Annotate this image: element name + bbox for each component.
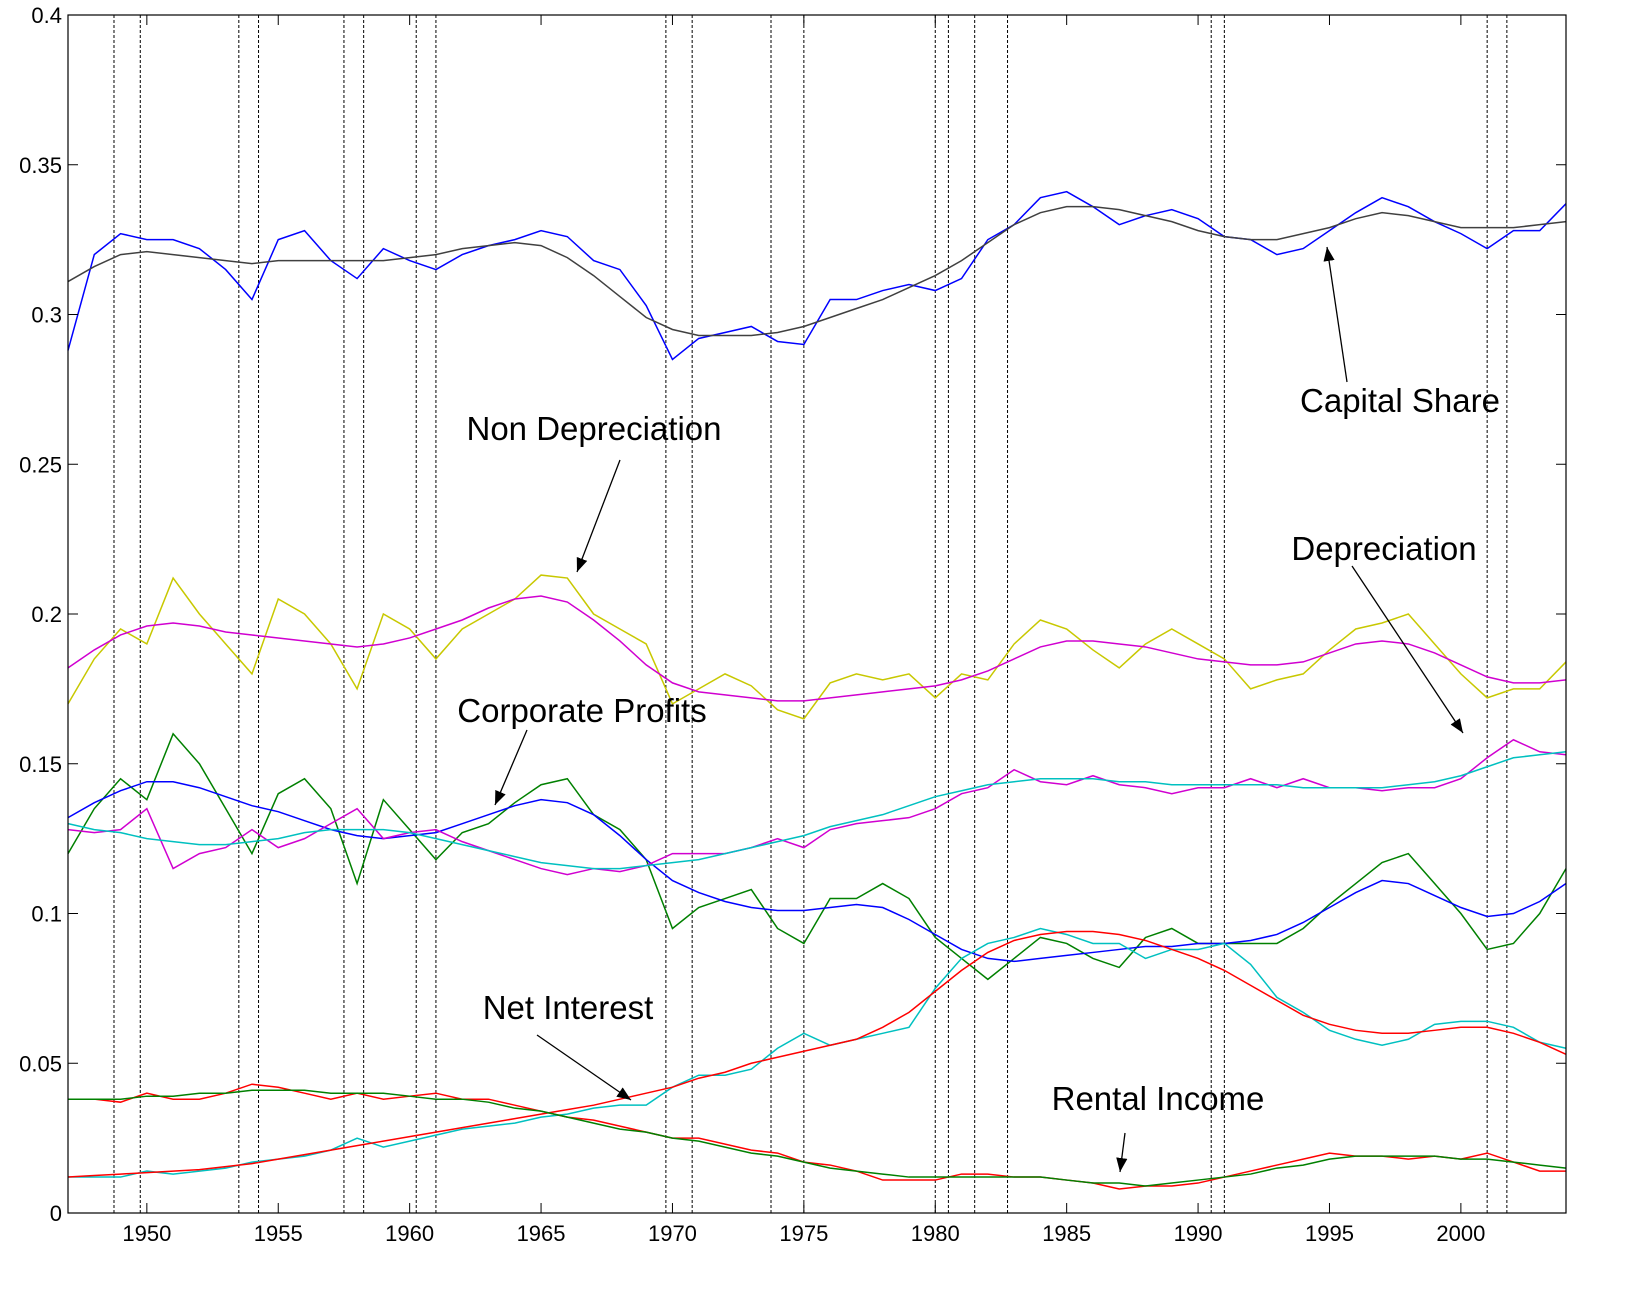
- plot-frame: [67, 14, 1567, 1214]
- x-tick-label: 1965: [517, 1221, 566, 1246]
- x-tick-label: 1990: [1174, 1221, 1223, 1246]
- series-line: [67, 780, 1567, 963]
- x-tick-label: 1960: [385, 1221, 434, 1246]
- annotation: Corporate Profits: [457, 692, 706, 729]
- y-tick-label: 0.05: [19, 1051, 62, 1076]
- series-line: [67, 930, 1567, 1178]
- x-tick-label: 1975: [779, 1221, 828, 1246]
- x-tick-label: 2000: [1436, 1221, 1485, 1246]
- y-tick-label: 0.35: [19, 153, 62, 178]
- series-line: [68, 1083, 1566, 1190]
- x-tick-label: 1995: [1305, 1221, 1354, 1246]
- annotation: Net Interest: [483, 989, 654, 1026]
- annotation-arrow: [1351, 565, 1464, 734]
- series-line: [67, 738, 1567, 876]
- annotation-arrow: [1116, 1132, 1128, 1173]
- annotation: Depreciation: [1291, 530, 1476, 567]
- series-line: [67, 732, 1567, 981]
- series-line: [68, 927, 1567, 1178]
- y-tick-label: 0.1: [31, 902, 62, 927]
- x-tick-label: 1970: [648, 1221, 697, 1246]
- annotation-arrow: [1323, 246, 1348, 383]
- x-tick-label: 1955: [254, 1221, 303, 1246]
- series-line: [67, 595, 1567, 702]
- annotation: Non Depreciation: [467, 410, 722, 447]
- x-tick-label: 1950: [122, 1221, 171, 1246]
- annotation-arrow: [536, 1034, 632, 1101]
- series-line: [67, 751, 1567, 870]
- annotation-arrow: [494, 729, 528, 806]
- y-tick-label: 0.25: [19, 452, 62, 477]
- y-tick-label: 0: [50, 1201, 62, 1226]
- y-tick-label: 0.15: [19, 752, 62, 777]
- series-line: [68, 1089, 1567, 1187]
- x-tick-label: 1980: [911, 1221, 960, 1246]
- x-tick-label: 1985: [1042, 1221, 1091, 1246]
- y-tick-label: 0.3: [31, 303, 62, 328]
- series-line: [67, 205, 1567, 337]
- annotation: Capital Share: [1300, 382, 1500, 419]
- annotation: Rental Income: [1052, 1080, 1265, 1117]
- y-tick-label: 0.4: [31, 3, 62, 28]
- series-line: [67, 190, 1567, 361]
- y-tick-label: 0.2: [31, 602, 62, 627]
- annotation-arrow: [576, 459, 621, 573]
- series-line: [67, 574, 1567, 720]
